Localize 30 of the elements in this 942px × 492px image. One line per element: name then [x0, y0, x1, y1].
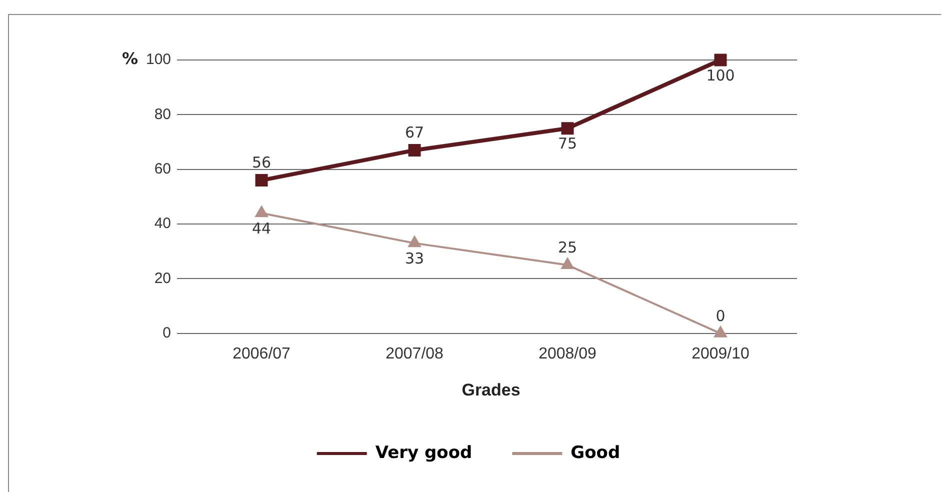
point	[714, 54, 727, 66]
x-tick-label: 2006/07	[232, 345, 291, 362]
data-label: 44	[252, 219, 272, 238]
y-axis-title: %	[122, 49, 138, 68]
point	[255, 206, 268, 218]
data-label: 56	[252, 154, 272, 172]
point	[408, 144, 421, 156]
point	[408, 236, 421, 248]
data-label: 25	[558, 238, 578, 256]
legend-label: Very good	[375, 442, 472, 463]
x-tick-label: 2007/08	[386, 345, 444, 362]
point	[561, 258, 574, 270]
y-tick-label: 80	[154, 106, 172, 123]
data-label: 33	[404, 250, 424, 268]
point	[714, 326, 727, 338]
data-label: 0	[716, 306, 726, 325]
x-tick-label: 2008/09	[538, 345, 597, 362]
data-label: 75	[558, 134, 578, 153]
y-tick-label: 0	[162, 324, 172, 342]
point	[255, 174, 268, 187]
y-tick-label: 20	[154, 270, 172, 287]
data-label: 67	[404, 124, 424, 142]
y-tick-label: 40	[154, 215, 172, 232]
data-label: 100	[706, 66, 735, 84]
legend-label: Good	[570, 442, 620, 463]
point	[561, 122, 574, 135]
y-tick-label: 100	[146, 51, 172, 68]
y-tick-label: 60	[154, 160, 172, 178]
x-axis-title: Grades	[462, 380, 520, 400]
x-tick-label: 2009/10	[692, 345, 750, 362]
